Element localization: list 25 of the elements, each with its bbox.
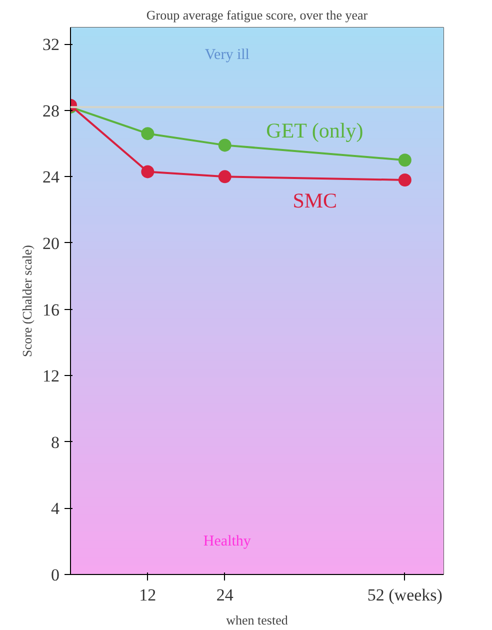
annotation: Healthy: [203, 534, 252, 550]
x-axis-title: when tested: [226, 612, 288, 628]
y-tick-label: 32: [42, 35, 60, 54]
y-tick-label: 28: [42, 101, 60, 120]
point: [398, 154, 412, 167]
y-tick-label: 20: [42, 234, 60, 253]
point: [398, 174, 412, 186]
y-tick-label: 16: [42, 300, 60, 320]
series-label: SMC: [292, 188, 338, 212]
x-tick-label: 24: [216, 586, 234, 604]
point: [141, 165, 154, 178]
y-tick-label: 0: [51, 566, 60, 584]
annotation: Very ill: [204, 46, 250, 63]
y-tick-label: 8: [51, 432, 60, 452]
point: [218, 138, 232, 152]
y-tick-label: 4: [51, 499, 60, 518]
y-tick-label: 12: [42, 366, 60, 386]
x-tick-label: 12: [139, 586, 156, 604]
x-tick-label: 52 (weeks): [367, 586, 442, 604]
y-axis-title: Score (Chalder scale): [20, 245, 34, 357]
y-tick-label: 24: [42, 168, 60, 187]
point: [141, 127, 154, 140]
chart-title: Group average fatigue score, over the year: [146, 8, 368, 22]
series-label: GET (only): [266, 118, 364, 143]
point: [218, 170, 232, 184]
